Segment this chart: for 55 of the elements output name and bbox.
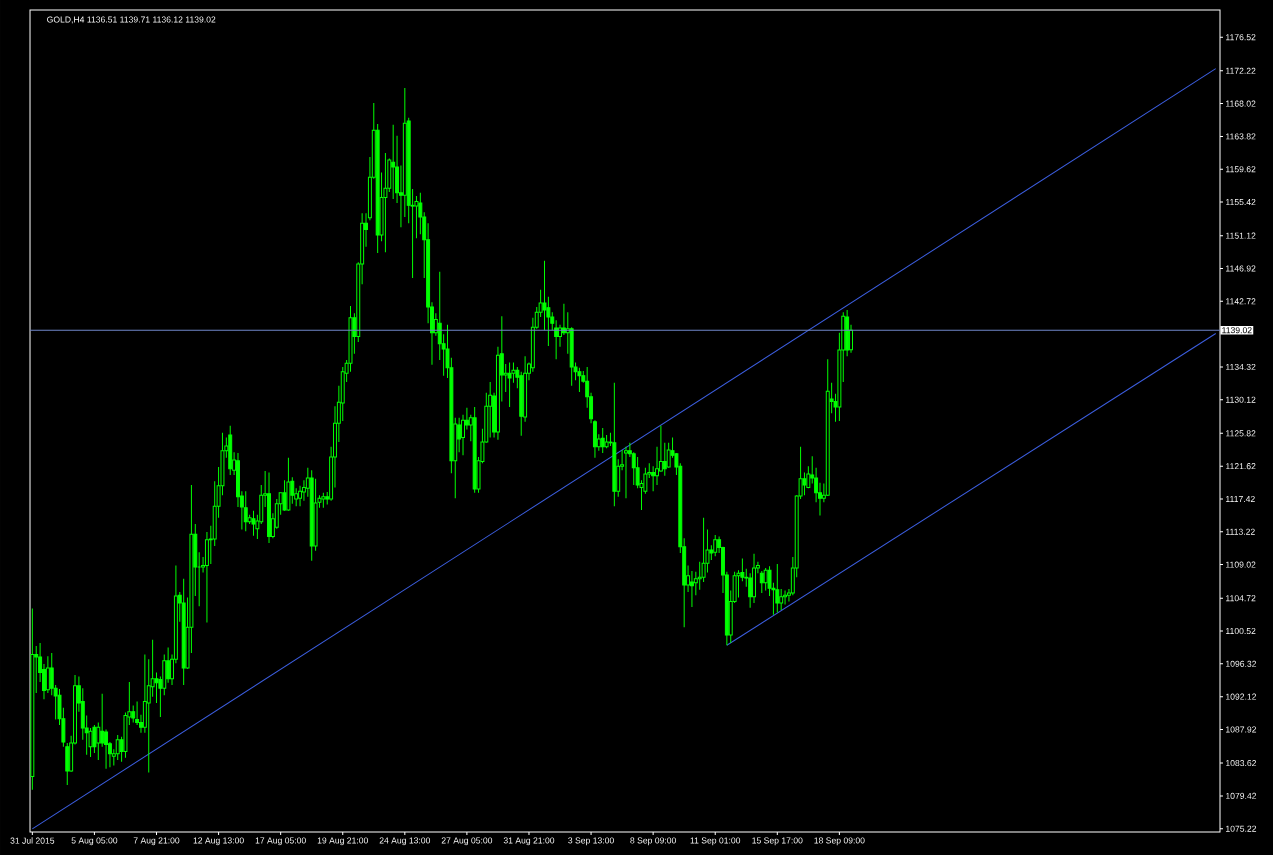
y-tick-label: 1151.12 (1226, 232, 1256, 239)
y-tick-label: 1134.32 (1226, 363, 1256, 370)
ref-line-label: 1139.02 (1222, 327, 1252, 334)
candlestick (662, 442, 667, 477)
x-tick-label: 27 Aug 05:00 (441, 837, 493, 846)
y-tick-label: 1079.42 (1226, 792, 1257, 799)
y-tick-label: 1104.72 (1226, 595, 1256, 602)
y-tick-label: 1121.62 (1226, 463, 1256, 470)
x-tick-label: 7 Aug 21:00 (133, 837, 180, 846)
x-tick-label: 11 Sep 01:00 (690, 837, 741, 846)
y-tick-label: 1092.12 (1226, 693, 1257, 700)
candlestick (243, 490, 248, 532)
y-tick-label: 1100.52 (1226, 627, 1256, 635)
x-tick-label: 3 Sep 13:00 (568, 837, 614, 846)
x-tick-label: 12 Aug 13:00 (193, 837, 244, 846)
y-tick-label: 1172.22 (1226, 67, 1256, 74)
y-tick-label: 1176.52 (1226, 34, 1256, 41)
y-tick-label: 1087.92 (1226, 726, 1257, 733)
y-tick-label: 1096.32 (1226, 660, 1257, 667)
candlestick (100, 693, 105, 748)
y-tick-label: 1168.02 (1226, 100, 1256, 107)
x-tick-label: 19 Aug 21:00 (317, 837, 368, 846)
candlestick (282, 479, 287, 512)
y-tick-label: 1159.62 (1226, 166, 1256, 173)
y-tick-label: 1075.22 (1226, 825, 1257, 832)
x-tick-label: 31 Jul 2015 (10, 837, 55, 844)
x-tick-label: 5 Aug 05:00 (71, 837, 118, 846)
x-tick-label: 24 Aug 13:00 (379, 837, 431, 846)
y-tick-label: 1142.72 (1226, 298, 1256, 305)
candlestick (391, 124, 396, 200)
y-tick-label: 1083.62 (1226, 760, 1257, 767)
x-tick-label: 17 Aug 05:00 (255, 837, 306, 846)
candlestick (775, 563, 780, 613)
y-tick-label: 1130.12 (1226, 396, 1256, 403)
x-tick-label: 15 Sep 17:00 (752, 837, 803, 846)
y-tick-label: 1113.22 (1226, 528, 1255, 535)
y-tick-label: 1146.92 (1226, 265, 1256, 272)
x-tick-label: 18 Sep 09:00 (814, 837, 865, 846)
y-tick-label: 1109.02 (1226, 561, 1256, 568)
y-tick-label: 1125.82 (1226, 430, 1256, 437)
candlestick (689, 570, 694, 608)
text: GOLD,H4 1136.51 1139.71 1136.12 1139.02 (47, 16, 216, 24)
y-tick-label: 1117.42 (1226, 495, 1255, 502)
x-tick-label: 8 Sep 09:00 (630, 837, 676, 846)
candlestick (624, 446, 628, 499)
candlestick (759, 570, 764, 594)
candlestick (736, 569, 741, 599)
candlestick (651, 465, 656, 492)
candlestick (779, 588, 784, 611)
candlestick (96, 722, 101, 761)
candlestick (507, 361, 512, 408)
x-tick-label: 31 Aug 21:00 (503, 837, 555, 846)
candlestick (802, 472, 807, 496)
y-tick-label: 1155.42 (1226, 199, 1256, 206)
y-tick-label: 1163.82 (1226, 133, 1256, 140)
